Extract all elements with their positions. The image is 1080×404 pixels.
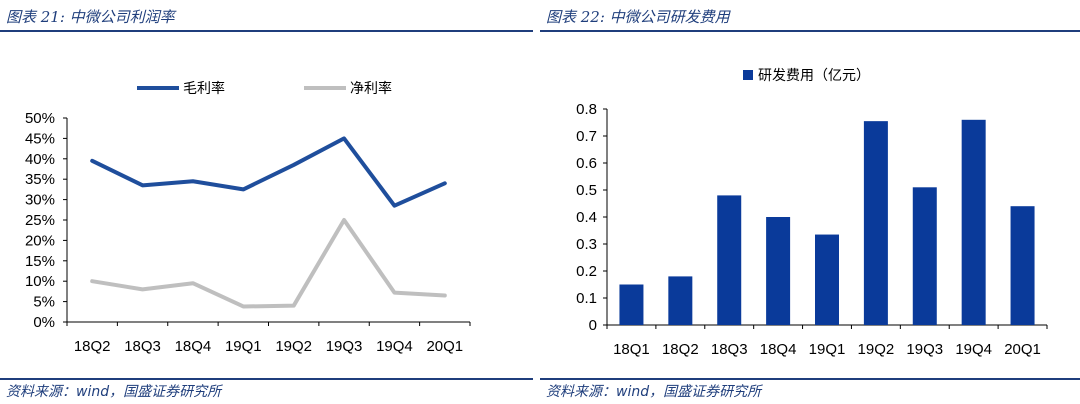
y-tick-label: 30% bbox=[25, 192, 55, 209]
left-panel: 图表 21: 中微公司利润率 0% 5% 10% 15% 20% 25% 30% 35% 40%… bbox=[0, 0, 533, 404]
x-tick-label: 19Q4 bbox=[955, 341, 992, 358]
x-tick-label: 19Q1 bbox=[809, 341, 846, 358]
x-tick-label: 19Q2 bbox=[275, 338, 312, 355]
x-tick-label: 20Q1 bbox=[1004, 341, 1041, 358]
y-tick-label: 0.7 bbox=[576, 128, 597, 145]
profit-margin-line-chart: 0% 5% 10% 15% 20% 25% 30% 35% 40% 45% 50% 18Q2 18Q3 1… bbox=[25, 80, 471, 355]
x-tick-label: 19Q4 bbox=[376, 338, 413, 355]
y-tick-label: 15% bbox=[25, 253, 55, 270]
left-source-note: 资料来源：wind，国盛证券研究所 bbox=[6, 384, 222, 400]
legend-label: 净利率 bbox=[350, 80, 392, 97]
bar bbox=[766, 217, 791, 325]
y-tick-label: 0.5 bbox=[576, 182, 597, 199]
x-tick-label: 19Q3 bbox=[326, 338, 363, 355]
x-tick-label: 18Q3 bbox=[711, 341, 748, 358]
x-tick-label: 18Q4 bbox=[760, 341, 797, 358]
y-tick-label: 40% bbox=[25, 151, 55, 168]
rd-expense-bar-chart: 0 0.1 0.2 0.3 0.4 0.5 0.6 0.7 0.8 18Q1 18Q2 18Q3 18Q… bbox=[576, 68, 1048, 358]
x-tick-label: 18Q2 bbox=[74, 338, 111, 355]
legend-label: 研发费用（亿元） bbox=[758, 68, 870, 84]
x-tick-label: 18Q3 bbox=[124, 338, 161, 355]
x-tick-label: 19Q3 bbox=[906, 341, 943, 358]
y-tick-label: 35% bbox=[25, 171, 55, 188]
y-tick-label: 5% bbox=[33, 294, 55, 311]
bar bbox=[912, 187, 937, 325]
right-bottom-rule bbox=[540, 378, 1080, 380]
y-tick-label: 0% bbox=[33, 314, 55, 331]
y-tick-label: 10% bbox=[25, 273, 55, 290]
right-panel: 图表 22: 中微公司研发费用 0 0.1 0.2 0.3 0.4 0.5 0.6 0.7 0.… bbox=[540, 0, 1080, 404]
y-tick-label: 0.1 bbox=[576, 290, 597, 307]
x-tick-label: 19Q2 bbox=[858, 341, 895, 358]
legend-label: 毛利率 bbox=[183, 80, 225, 97]
bar bbox=[619, 284, 644, 325]
x-tick-label: 18Q4 bbox=[175, 338, 212, 355]
y-tick-label: 20% bbox=[25, 232, 55, 249]
y-tick-label: 45% bbox=[25, 130, 55, 147]
right-figure-title: 图表 22: 中微公司研发费用 bbox=[546, 8, 730, 26]
x-tick-label: 18Q2 bbox=[662, 341, 699, 358]
bar bbox=[815, 234, 839, 325]
bar bbox=[717, 195, 742, 325]
bar bbox=[668, 276, 693, 325]
series-line bbox=[90, 218, 447, 309]
right-top-rule bbox=[540, 30, 1080, 32]
x-tick-label: 18Q1 bbox=[613, 341, 650, 358]
y-tick-label: 0 bbox=[589, 317, 597, 334]
series-line bbox=[90, 136, 447, 208]
bar bbox=[961, 119, 986, 325]
y-tick-label: 0.4 bbox=[576, 209, 597, 226]
y-tick-label: 25% bbox=[25, 212, 55, 229]
y-tick-label: 0.8 bbox=[576, 101, 597, 118]
legend-swatch bbox=[743, 70, 753, 80]
bar bbox=[1010, 206, 1035, 325]
bar bbox=[863, 121, 888, 326]
right-source-note: 资料来源：wind，国盛证券研究所 bbox=[546, 384, 762, 400]
y-tick-label: 0.6 bbox=[576, 155, 597, 172]
y-tick-label: 50% bbox=[25, 110, 55, 127]
y-tick-label: 0.3 bbox=[576, 236, 597, 253]
x-tick-label: 20Q1 bbox=[426, 338, 463, 355]
y-tick-label: 0.2 bbox=[576, 263, 597, 280]
left-bottom-rule bbox=[0, 378, 533, 380]
x-tick-label: 19Q1 bbox=[225, 338, 262, 355]
left-figure-title: 图表 21: 中微公司利润率 bbox=[6, 8, 175, 26]
left-top-rule bbox=[0, 30, 533, 32]
